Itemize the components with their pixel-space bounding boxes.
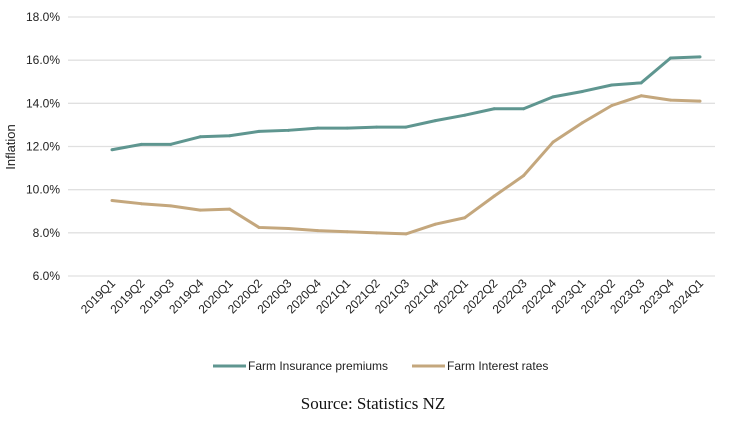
data-point (139, 202, 143, 206)
data-point (580, 89, 584, 93)
data-point (580, 121, 584, 125)
data-point (698, 55, 702, 59)
data-point (433, 222, 437, 226)
y-tick-label: 8.0% (33, 226, 61, 240)
data-point (463, 113, 467, 117)
data-point (610, 103, 614, 107)
legend-label: Farm Interest rates (447, 359, 548, 373)
data-point (286, 227, 290, 231)
data-point (198, 208, 202, 212)
y-tick-label: 14.0% (26, 96, 60, 110)
data-point (492, 194, 496, 198)
data-point (639, 81, 643, 85)
data-point (316, 229, 320, 233)
data-point (522, 174, 526, 178)
data-point (669, 56, 673, 60)
data-point (639, 94, 643, 98)
data-point (492, 107, 496, 111)
data-point (522, 107, 526, 111)
y-tick-label: 18.0% (26, 10, 60, 24)
data-point (433, 119, 437, 123)
y-tick-label: 12.0% (26, 140, 60, 154)
data-point (198, 135, 202, 139)
data-point (404, 232, 408, 236)
data-point (551, 140, 555, 144)
data-point (551, 95, 555, 99)
y-tick-label: 10.0% (26, 183, 60, 197)
data-point (110, 198, 114, 202)
data-point (257, 129, 261, 133)
y-tick-label: 6.0% (33, 269, 61, 283)
legend-label: Farm Insurance premiums (248, 359, 388, 373)
data-point (375, 231, 379, 235)
y-tick-label: 16.0% (26, 53, 60, 67)
data-point (169, 204, 173, 208)
data-point (669, 98, 673, 102)
data-point (404, 125, 408, 129)
data-point (110, 148, 114, 152)
data-point (345, 126, 349, 130)
data-point (257, 225, 261, 229)
data-point (316, 126, 320, 130)
data-point (228, 134, 232, 138)
data-point (286, 128, 290, 132)
data-point (345, 230, 349, 234)
data-point (375, 125, 379, 129)
data-point (610, 83, 614, 87)
data-point (463, 216, 467, 220)
data-point (698, 99, 702, 103)
source-note: Source: Statistics NZ (300, 394, 446, 413)
data-point (139, 142, 143, 146)
data-point (228, 207, 232, 211)
series-line-interest (111, 94, 701, 236)
data-point (169, 142, 173, 146)
y-axis-label: Inflation (3, 124, 18, 170)
